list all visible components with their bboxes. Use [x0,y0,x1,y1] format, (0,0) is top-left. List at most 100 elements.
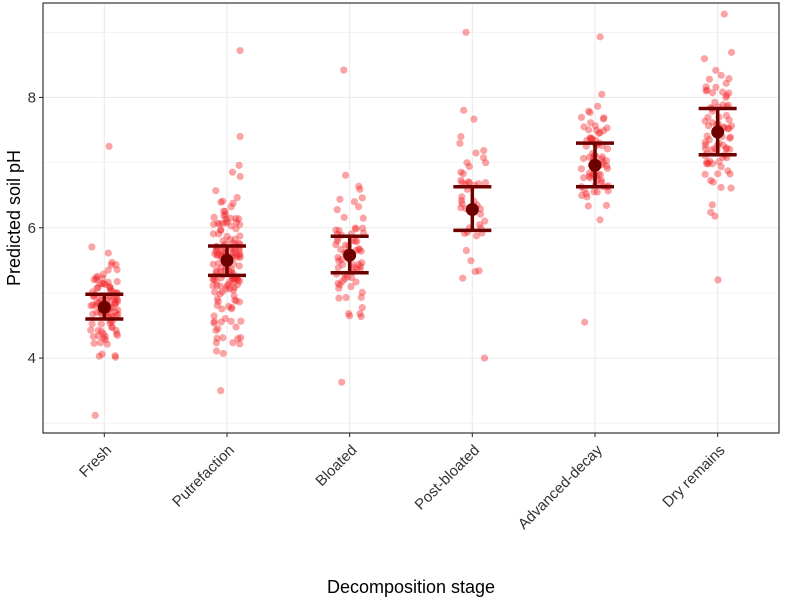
data-point [111,352,119,360]
data-point [226,285,234,293]
data-point [106,285,115,293]
data-point [235,246,243,255]
data-point [226,236,234,244]
x-axis-title: Decomposition stage [327,577,495,597]
data-point [210,213,218,222]
mean-point [97,300,111,314]
data-point [89,332,97,341]
x-tick-label: Post-bloated [412,442,484,514]
data-point [481,179,490,187]
data-point [232,253,240,261]
data-point [585,172,593,180]
data-point [223,232,231,241]
data-point [593,188,601,196]
data-point [580,123,588,131]
data-point [221,211,230,219]
data-point [335,226,343,235]
data-point [603,145,612,153]
data-point [210,220,218,228]
data-point [222,219,231,227]
data-point [235,252,243,260]
data-point [335,294,343,302]
data-point [227,265,236,274]
data-point [231,235,239,243]
data-point [234,276,242,285]
data-point [600,127,608,135]
data-point [355,182,363,190]
data-point [481,217,489,225]
data-point [211,288,219,296]
data-point [726,170,734,178]
data-point [596,171,605,179]
data-point [340,213,348,221]
x-tick-label: Advanced-decay [515,441,606,532]
data-point [345,310,353,318]
data-point [722,111,731,120]
x-tick-label: Fresh [76,442,115,481]
data-point [703,132,711,140]
mean-point [588,158,602,172]
data-point [577,165,585,173]
data-point [603,164,612,173]
data-point [92,276,101,284]
data-point [472,232,480,240]
data-point [107,261,115,269]
data-point [214,325,222,333]
data-point [580,174,588,182]
data-point [235,161,243,169]
data-point [707,176,715,185]
data-point [707,146,716,154]
data-point [228,168,237,176]
data-point [358,304,366,312]
data-point [232,215,240,223]
data-point [706,157,714,165]
data-point [720,10,728,18]
data-point [217,226,225,234]
data-point [456,139,464,147]
data-point [463,159,471,167]
data-point [332,226,340,234]
data-point [222,215,230,223]
data-point [727,122,736,130]
data-point [462,28,470,36]
data-point [725,134,734,142]
data-point [596,33,604,41]
data-point [590,188,598,196]
data-point [334,279,342,287]
data-point [337,245,345,254]
data-point [701,117,709,125]
data-point [358,288,366,296]
data-point [236,46,244,55]
data-point [586,108,594,117]
data-point [465,179,473,187]
x-tick-label: Putrefaction [169,442,238,511]
data-point [586,174,594,182]
mean-point [711,125,725,139]
data-point [96,339,104,347]
data-point [585,153,593,161]
data-point [470,115,478,123]
data-point [704,122,713,130]
data-point [599,158,607,166]
data-point [218,305,226,313]
data-point [105,142,113,150]
data-point [591,122,599,130]
data-point [459,170,467,178]
data-point [332,241,340,249]
data-point [602,201,611,210]
data-point [600,114,608,122]
data-point [577,113,586,122]
data-point [108,323,116,332]
data-point [704,113,712,122]
data-point [726,133,735,141]
data-point [701,170,709,178]
data-point [476,210,485,218]
data-point [722,79,730,87]
data-point [99,270,108,278]
data-point [212,339,221,347]
data-point [709,178,717,186]
data-point [353,237,361,246]
data-point [104,266,112,274]
data-point [586,134,594,142]
data-point [94,332,103,340]
